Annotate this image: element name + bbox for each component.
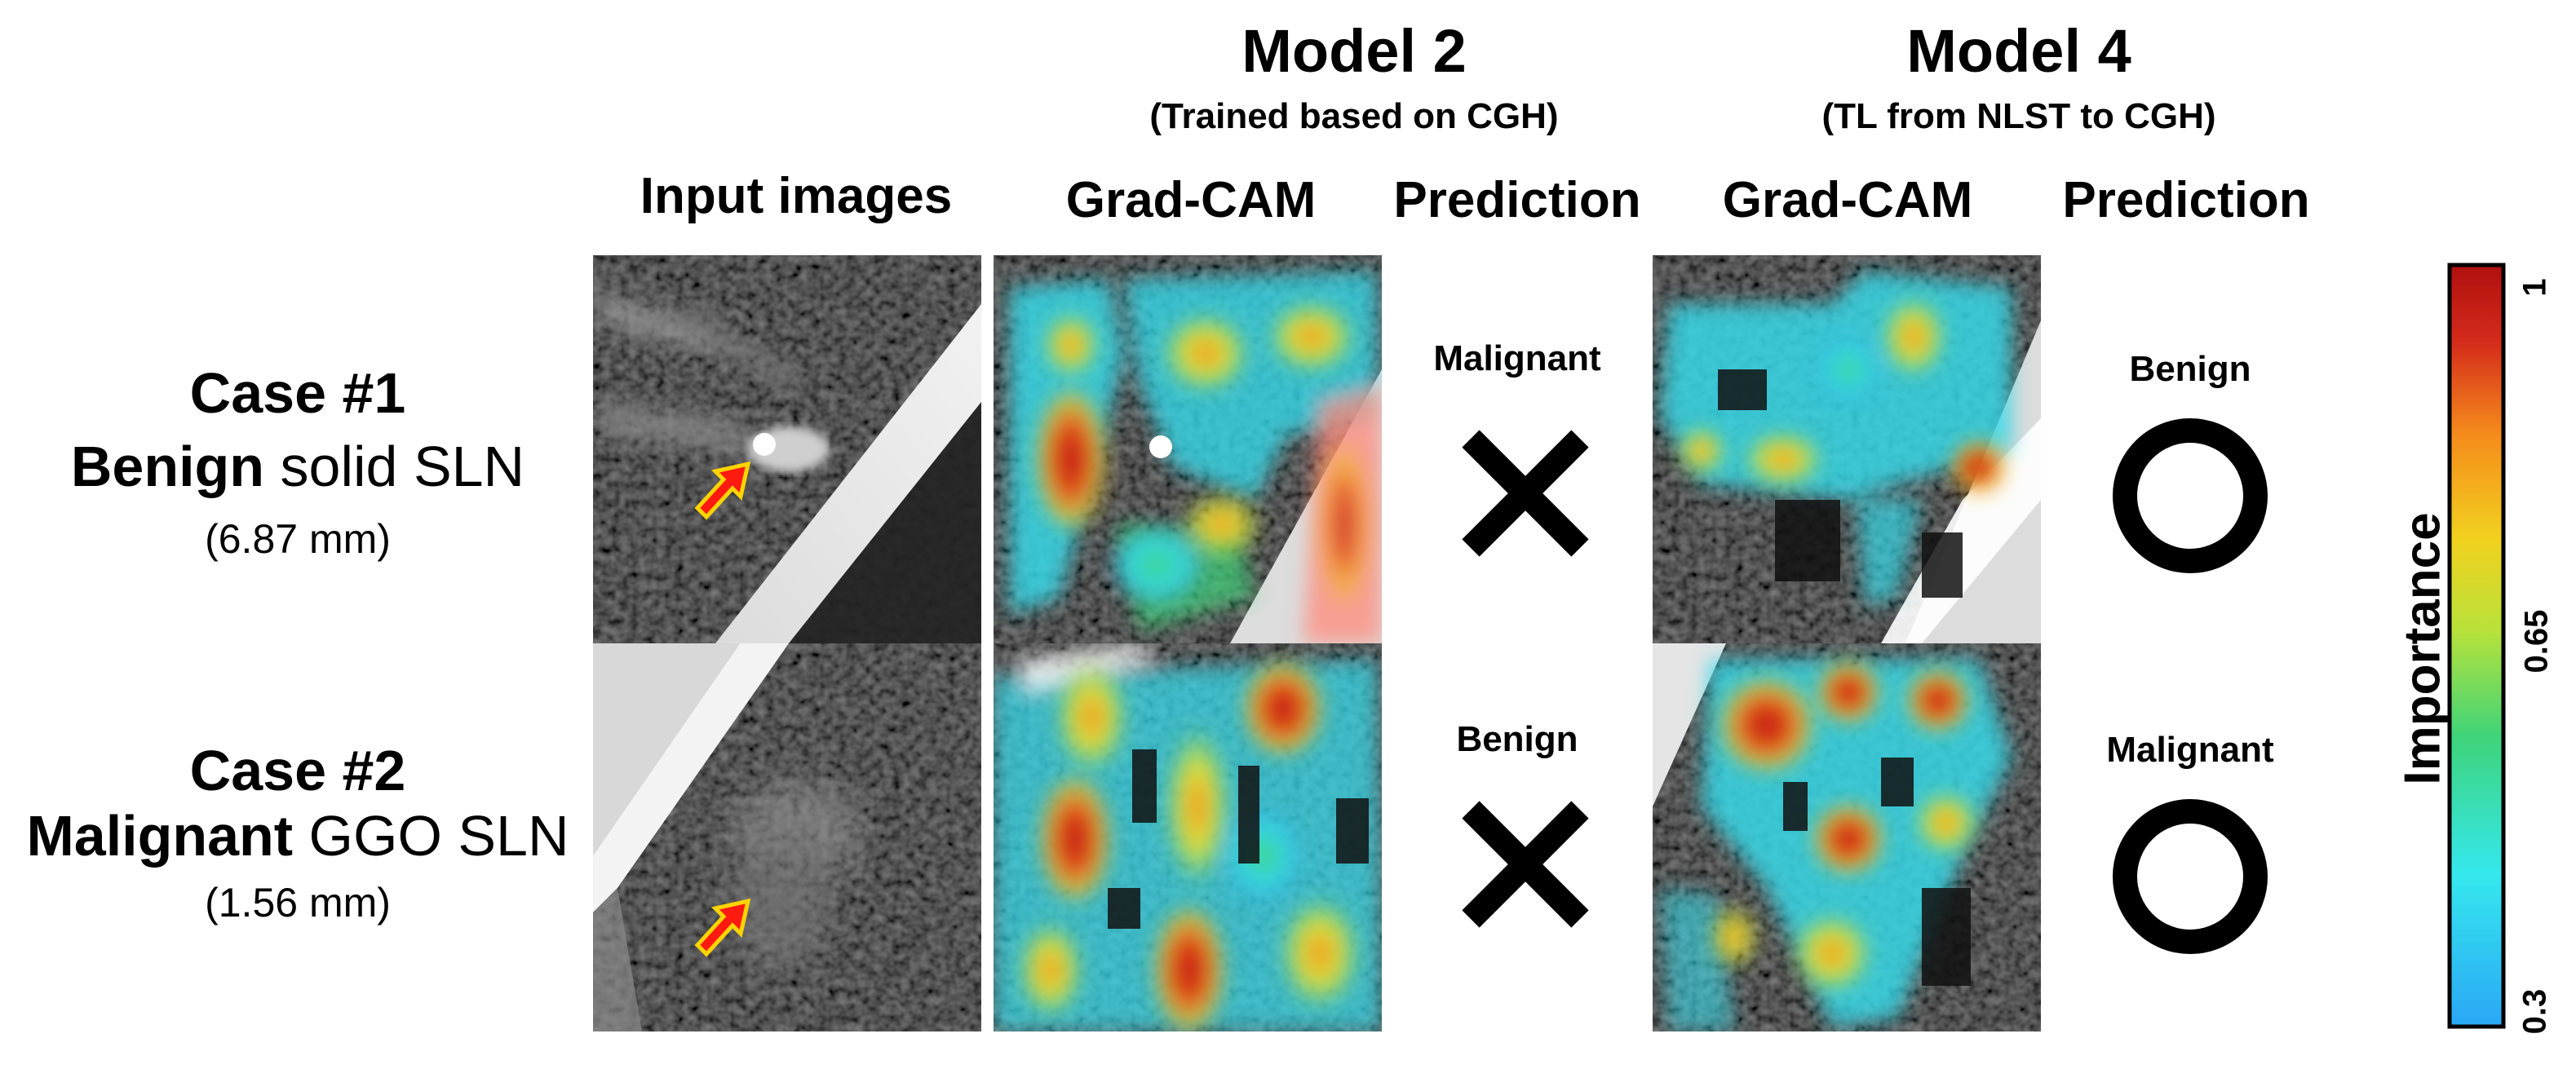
colorbar-tick-max: 1	[2516, 278, 2553, 297]
case2-rest: GGO SLN	[293, 804, 569, 868]
cross-icon	[1462, 801, 1589, 928]
model4-title: Model 4	[1906, 17, 2131, 85]
circle-icon	[2113, 418, 2268, 573]
cross-icon	[1462, 430, 1589, 557]
case2-size: (1.56 mm)	[205, 880, 391, 925]
col-prediction-model2: Prediction	[1393, 172, 1641, 228]
case2-description: Malignant GGO SLN	[0, 803, 595, 868]
arrow-icon	[694, 461, 751, 520]
case2-model2-gradcam	[994, 643, 1382, 1031]
case2-model4-gradcam	[1653, 643, 2041, 1031]
case2-class: Malignant	[26, 804, 294, 868]
case1-size: (6.87 mm)	[205, 516, 391, 562]
case1-model2-gradcam	[994, 255, 1382, 643]
case1-rest: solid SLN	[264, 435, 525, 498]
col-prediction-model4: Prediction	[2062, 172, 2310, 228]
model4-subtitle: (TL from NLST to CGH)	[1821, 96, 2216, 136]
case2-model2-prediction: Benign	[1456, 719, 1578, 759]
colorbar-tick-min: 0.3	[2516, 988, 2553, 1035]
case2-title: Case #2	[189, 739, 406, 802]
colorbar-label: Importance	[2394, 512, 2451, 785]
model2-subtitle: (Trained based on CGH)	[1149, 96, 1559, 136]
case1-model4-prediction: Benign	[2129, 349, 2251, 389]
colorbar-tick-mid: 0.65	[2518, 609, 2555, 674]
col-input-images: Input images	[640, 168, 953, 224]
circle-icon	[2113, 799, 2268, 954]
model2-title: Model 2	[1242, 17, 1467, 85]
case2-model4-prediction: Malignant	[2106, 730, 2274, 770]
case1-model4-gradcam	[1653, 255, 2041, 643]
case2-input-image	[593, 643, 981, 1031]
case1-input-image	[593, 255, 981, 643]
case1-model2-prediction: Malignant	[1433, 338, 1601, 378]
col-gradcam-model2: Grad-CAM	[1065, 172, 1317, 228]
case1-class: Benign	[70, 435, 265, 498]
arrow-icon	[694, 898, 751, 957]
importance-colorbar	[2447, 263, 2506, 1029]
case1-description: Benign solid SLN	[0, 434, 595, 499]
col-gradcam-model4: Grad-CAM	[1722, 172, 1973, 228]
case1-title: Case #1	[189, 361, 406, 425]
